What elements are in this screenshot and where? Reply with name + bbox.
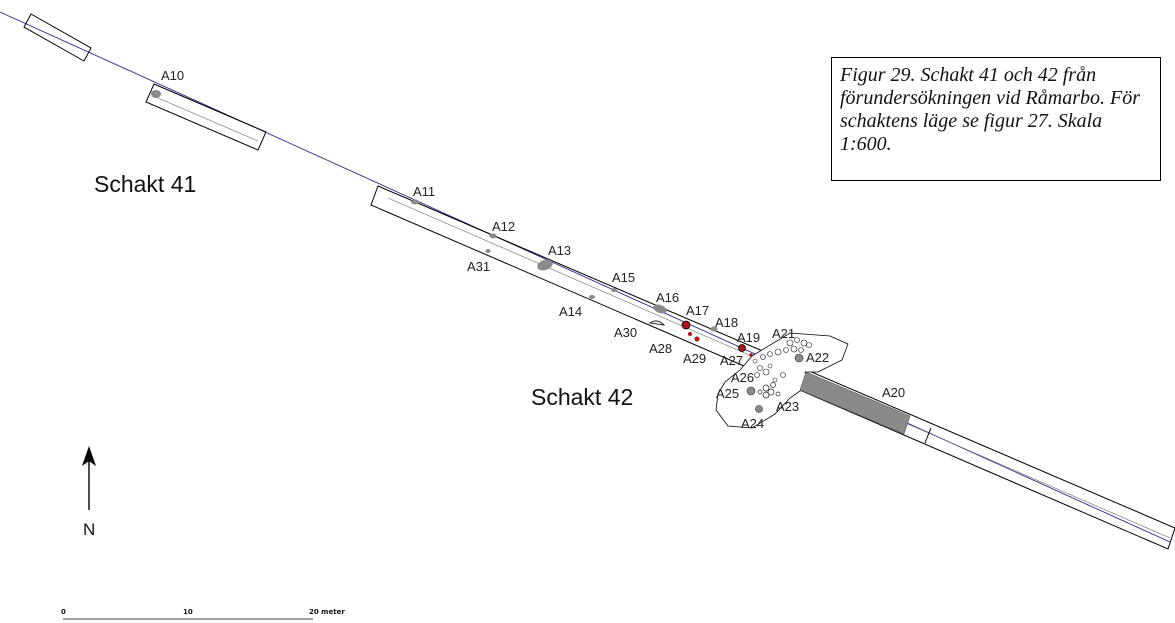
feature-A15-shape	[611, 288, 617, 292]
figure-caption: Figur 29. Schakt 41 och 42 från förunder…	[831, 57, 1161, 181]
trench-schakt-42	[370, 185, 1175, 550]
feature-A31-shape	[485, 249, 491, 253]
label-A12: A12	[492, 219, 515, 234]
feature-A19-shape	[738, 344, 746, 352]
feature-A20-shape	[799, 371, 911, 435]
label-A20: A20	[882, 385, 905, 400]
feature-A16-shape	[653, 304, 667, 314]
label-A15: A15	[612, 270, 635, 285]
feature-A18-shape	[710, 326, 718, 332]
label-A18: A18	[715, 315, 738, 330]
stone-cluster-A26	[754, 363, 786, 383]
label-A30: A30	[614, 325, 637, 340]
label-A19: A19	[737, 330, 760, 345]
label-A29: A29	[683, 351, 706, 366]
feature-A22-shape	[794, 353, 804, 363]
trench-segment-41b	[145, 83, 267, 151]
label-A31: A31	[467, 259, 490, 274]
feature-A28-shape	[688, 332, 692, 336]
stone-cluster-A21	[752, 337, 812, 364]
feature-A25-shape	[746, 386, 756, 396]
feature-A17-shape	[681, 320, 691, 330]
feature-A27-shape	[749, 353, 753, 357]
trench-inner-line-41	[157, 97, 259, 142]
feature-A14-shape	[589, 295, 595, 299]
label-A28: A28	[649, 341, 672, 356]
stone-cluster-A23	[757, 382, 781, 399]
feature-A29-shape	[694, 336, 700, 342]
survey-centerline	[0, 11, 1171, 543]
north-arrow-icon	[82, 446, 96, 510]
label-A11: A11	[413, 184, 435, 199]
label-A22: A22	[806, 350, 829, 365]
label-A21: A21	[772, 326, 795, 341]
label-A24: A24	[741, 416, 764, 431]
label-A23: A23	[776, 399, 799, 414]
north-label: N	[83, 520, 95, 539]
scale-tick-0: 0	[61, 608, 66, 616]
label-A10: A10	[161, 68, 184, 83]
feature-A24-shape	[755, 405, 763, 413]
label-A26: A26	[731, 370, 754, 385]
feature-A11-shape	[411, 199, 419, 205]
label-A14: A14	[559, 304, 582, 319]
excavation-extension	[715, 332, 849, 429]
feature-A12-shape	[489, 233, 497, 239]
feature-A10-shape	[151, 90, 161, 98]
trench-segment-41a	[23, 13, 92, 62]
feature-A30-shape	[648, 320, 666, 326]
label-A16: A16	[656, 290, 679, 305]
label-A13: A13	[548, 243, 571, 258]
label-schakt-41: Schakt 41	[94, 171, 196, 197]
trench-crossline	[924, 427, 932, 444]
label-A25: A25	[716, 386, 739, 401]
label-schakt-42: Schakt 42	[531, 384, 633, 410]
scale-tick-20: 20 meter	[309, 608, 345, 616]
scale-tick-10: 10	[183, 608, 193, 616]
label-A27: A27	[720, 353, 743, 368]
label-A17: A17	[686, 303, 709, 318]
feature-A13-shape	[537, 259, 553, 271]
